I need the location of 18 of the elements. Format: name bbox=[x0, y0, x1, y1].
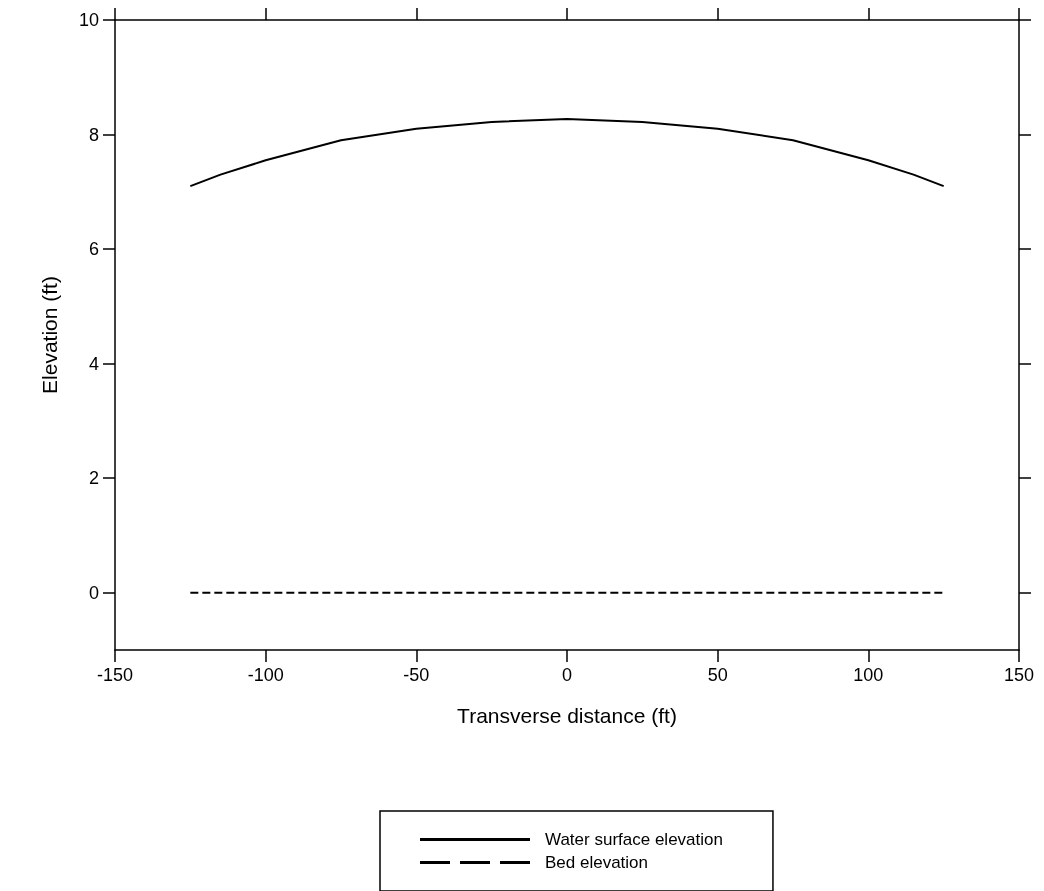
y-tick-label: 10 bbox=[78, 10, 99, 30]
legend-label: Bed elevation bbox=[545, 853, 649, 872]
x-tick-label: 0 bbox=[561, 665, 573, 685]
y-tick-label: 6 bbox=[88, 239, 99, 260]
line-series bbox=[189, 118, 945, 188]
y-tick-label: 2 bbox=[88, 468, 99, 489]
y-tick-label: 0 bbox=[88, 582, 99, 603]
legend-label: Water surface elevation bbox=[545, 830, 723, 849]
y-tick-label: 4 bbox=[88, 353, 99, 374]
x-tick-label: 50 bbox=[707, 665, 728, 685]
x-tick-label: -50 bbox=[403, 665, 430, 685]
x-axis-title: Transverse distance (ft) bbox=[457, 704, 677, 727]
x-tick-label: 150 bbox=[1003, 665, 1035, 685]
x-tick-label: -100 bbox=[247, 665, 284, 685]
y-axis-title: Elevation (ft) bbox=[38, 276, 61, 394]
x-tick-label: 100 bbox=[853, 665, 884, 685]
x-tick-label: -150 bbox=[96, 665, 134, 685]
y-tick-label: 8 bbox=[88, 124, 99, 145]
